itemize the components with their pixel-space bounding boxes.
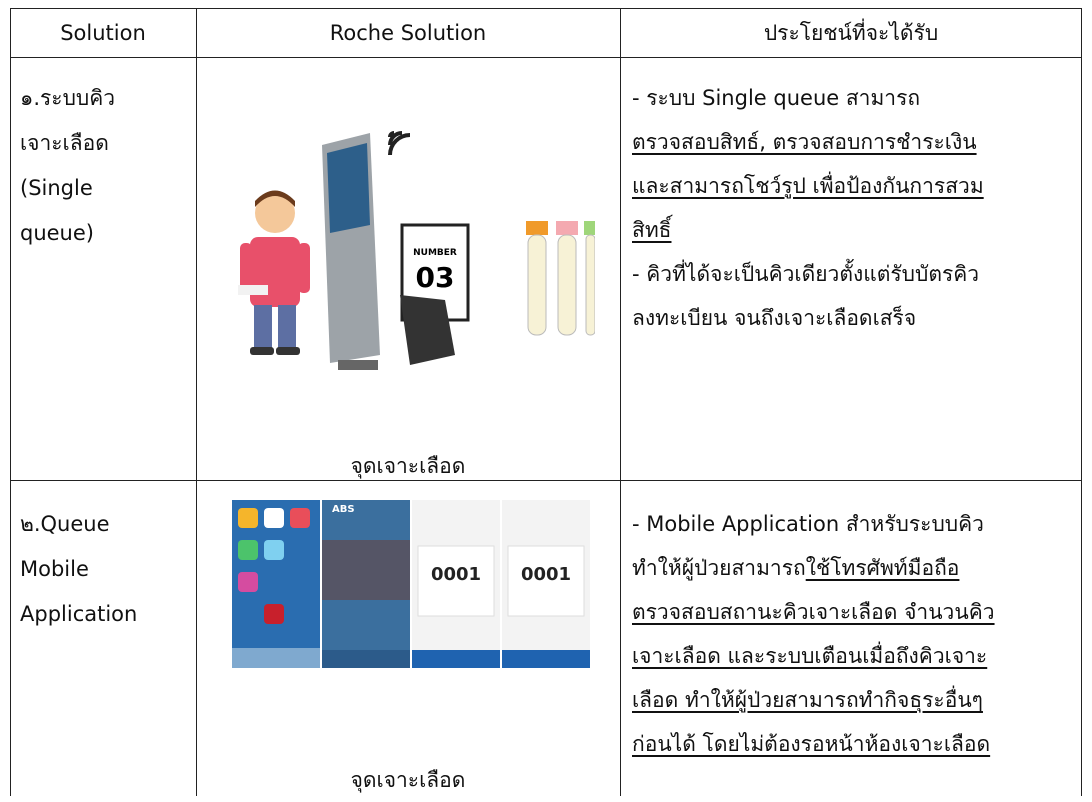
benefit-line: และสามารถโชว์รูป เพื่อป้องกันการสวม xyxy=(632,164,984,208)
benefit-line: เลือด ทำให้ผู้ป่วยสามารถทำกิจธุระอื่นๆ xyxy=(632,678,983,722)
solution-line: ๒.Queue xyxy=(20,512,110,536)
benefit-text: ใช้โทรศัพท์มือถือ xyxy=(805,556,960,580)
header-cell: Roche Solution xyxy=(329,21,487,45)
benefit-text: เจาะเลือด และระบบเตือนเมื่อถึงคิวเจาะ xyxy=(632,644,988,668)
mobile-screens: ABS 0001 0001 xyxy=(232,500,590,668)
solution-line: เจาะเลือด xyxy=(20,131,109,155)
header-cell: Solution xyxy=(60,21,146,45)
header-cell: ประโยชน์ที่จะได้รับ xyxy=(763,21,939,45)
benefit-line: ก่อนได้ โดยไม่ต้องรอหน้าห้องเจาะเลือด xyxy=(632,722,990,766)
border xyxy=(196,8,197,796)
solution-line: Application xyxy=(20,602,138,626)
screen-label: ABS xyxy=(332,504,355,515)
border xyxy=(10,8,1082,9)
solution-line: (Single xyxy=(20,176,93,200)
queue-illustration: NUMBER 03 xyxy=(238,131,595,370)
benefit-text: - คิวที่ได้จะเป็นคิวเดียวตั้งแต่รับบัตรค… xyxy=(632,262,980,286)
queue-number: 0001 xyxy=(521,564,571,585)
border xyxy=(620,8,621,796)
image-caption: จุดเจาะเลือด xyxy=(350,454,466,478)
border xyxy=(10,480,1082,481)
benefit-line: สิทธิ์ xyxy=(632,208,671,252)
benefit-text: สิทธิ์ xyxy=(632,218,672,242)
benefit-text: - Mobile Application สำหรับระบบคิว xyxy=(632,512,984,536)
benefit-text: ลงทะเบียน จนถึงเจาะเลือดเสร็จ xyxy=(632,306,917,330)
benefit-line: ทำให้ผู้ป่วยสามารถใช้โทรศัพท์มือถือ xyxy=(632,546,959,590)
border xyxy=(1081,8,1082,796)
benefit-text: - ระบบ Single queue สามารถ xyxy=(632,86,921,110)
benefit-line: เจาะเลือด และระบบเตือนเมื่อถึงคิวเจาะ xyxy=(632,634,987,678)
ticket-number: 03 xyxy=(416,261,455,294)
benefit-text: ทำให้ผู้ป่วยสามารถ xyxy=(632,556,806,580)
ticket-label: NUMBER xyxy=(413,248,457,258)
benefit-line: ลงทะเบียน จนถึงเจาะเลือดเสร็จ xyxy=(632,296,916,340)
image-caption: จุดเจาะเลือด xyxy=(350,768,466,792)
benefit-text: ก่อนได้ โดยไม่ต้องรอหน้าห้องเจาะเลือด xyxy=(632,732,991,756)
benefit-line: - คิวที่ได้จะเป็นคิวเดียวตั้งแต่รับบัตรค… xyxy=(632,252,979,296)
queue-number: 0001 xyxy=(431,564,481,585)
solution-line: Mobile xyxy=(20,557,89,581)
benefit-line: - Mobile Application สำหรับระบบคิว xyxy=(632,502,984,546)
benefit-line: ตรวจสอบสถานะคิวเจาะเลือด จำนวนคิว xyxy=(632,590,995,634)
benefit-text: ตรวจสอบสถานะคิวเจาะเลือด จำนวนคิว xyxy=(632,600,995,624)
solution-line: queue) xyxy=(20,221,94,245)
border xyxy=(10,57,1082,58)
benefit-line: ตรวจสอบสิทธ์, ตรวจสอบการชำระเงิน xyxy=(632,120,977,164)
benefit-text: ตรวจสอบสิทธ์, ตรวจสอบการชำระเงิน xyxy=(632,130,977,154)
benefit-line: - ระบบ Single queue สามารถ xyxy=(632,76,920,120)
benefit-text: เลือด ทำให้ผู้ป่วยสามารถทำกิจธุระอื่นๆ xyxy=(632,688,983,712)
border xyxy=(10,8,11,796)
benefit-text: และสามารถโชว์รูป เพื่อป้องกันการสวม xyxy=(632,174,984,198)
solution-line: ๑.ระบบคิว xyxy=(20,86,116,110)
